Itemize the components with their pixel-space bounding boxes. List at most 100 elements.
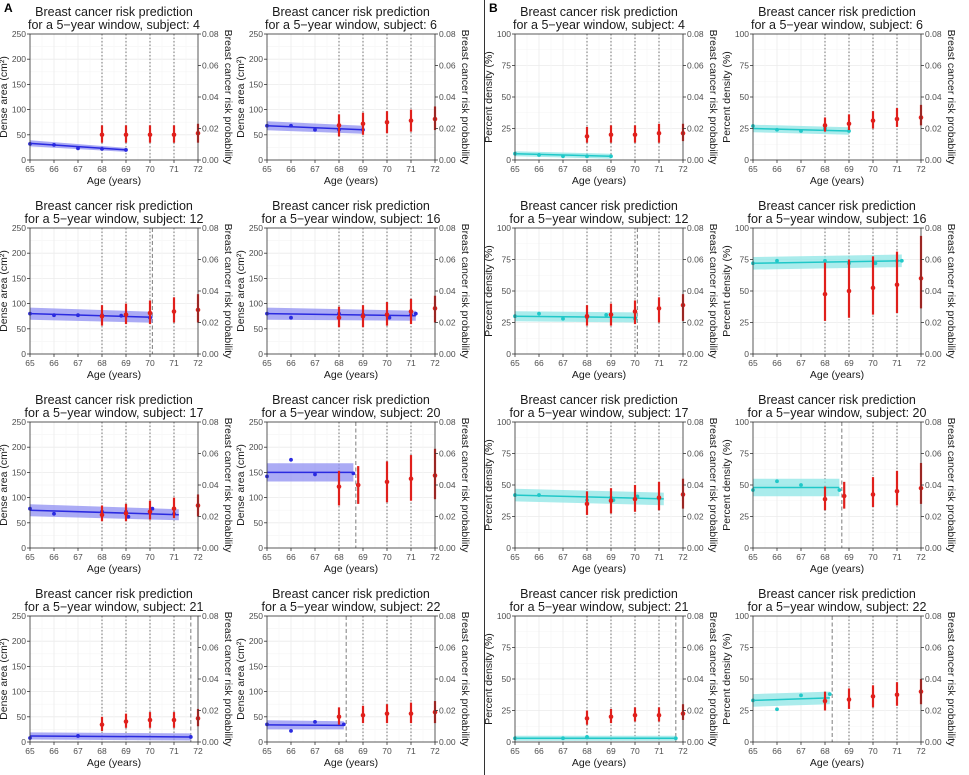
y2-tick-label: 0.04	[439, 674, 456, 684]
x-tick-label: 67	[73, 746, 83, 756]
observed-point	[775, 707, 779, 712]
x-tick-label: 71	[406, 164, 416, 174]
y-axis-label: Percent density (%)	[483, 439, 495, 531]
y2-axis-label: Breast cancer risk probability	[459, 224, 471, 360]
fitted-line	[514, 315, 638, 319]
fitted-line	[29, 509, 179, 516]
observed-point	[537, 153, 541, 157]
risk-point	[584, 313, 590, 319]
risk-point	[846, 697, 852, 702]
x-axis-label: Age (years)	[810, 175, 864, 187]
observed-point	[537, 493, 541, 497]
x-tick-label: 71	[169, 746, 179, 756]
y2-tick-label: 0.02	[439, 706, 456, 716]
chart-title-line-1: Breast cancer risk prediction	[520, 393, 678, 407]
x-tick-label: 68	[820, 552, 830, 562]
x-axis-label: Age (years)	[87, 563, 141, 575]
y-tick-label: 50	[254, 518, 264, 528]
x-tick-label: 67	[310, 358, 320, 368]
risk-point	[870, 118, 876, 123]
x-tick-label: 72	[193, 164, 203, 174]
y2-axis-label: Breast cancer risk probability	[459, 612, 471, 748]
x-tick-label: 67	[796, 746, 806, 756]
fitted-line	[29, 735, 191, 738]
y2-axis-label: Breast cancer risk probability	[945, 418, 957, 554]
y2-tick-label: 0.08	[687, 223, 704, 233]
y2-tick-label: 0.08	[925, 223, 942, 233]
risk-point	[870, 694, 876, 699]
y2-tick-label: 0.02	[687, 318, 704, 328]
y-tick-label: 150	[249, 467, 263, 477]
x-tick-label: 67	[796, 552, 806, 562]
y-tick-label: 100	[249, 299, 263, 309]
x-tick-label: 72	[193, 358, 203, 368]
chart-title-line-1: Breast cancer risk prediction	[35, 5, 193, 19]
x-tick-label: 65	[748, 552, 758, 562]
y2-tick-label: 0.08	[439, 611, 456, 621]
y2-tick-label: 0.02	[687, 124, 704, 134]
x-tick-label: 65	[25, 358, 35, 368]
risk-point	[408, 711, 414, 716]
x-tick-label: 68	[334, 358, 344, 368]
x-axis-label: Age (years)	[810, 757, 864, 769]
x-tick-label: 68	[820, 746, 830, 756]
x-tick-label: 65	[748, 746, 758, 756]
risk-point	[608, 714, 614, 720]
y2-axis-label: Breast cancer risk probability	[222, 418, 234, 554]
x-tick-label: 72	[430, 164, 440, 174]
observed-point	[604, 313, 609, 317]
x-tick-label: 69	[358, 746, 368, 756]
x-tick-label: 65	[262, 552, 272, 562]
risk-point	[608, 312, 614, 317]
y2-tick-label: 0.06	[202, 449, 219, 459]
y2-tick-label: 0.02	[925, 124, 942, 134]
y2-tick-label: 0.04	[439, 480, 456, 490]
chart-title-line-2: for a 5−year window, subject: 12	[510, 212, 689, 226]
observed-point	[609, 154, 613, 159]
y-tick-label: 100	[735, 611, 749, 621]
x-tick-label: 68	[334, 746, 344, 756]
x-tick-label: 69	[606, 358, 616, 368]
y2-axis-label: Breast cancer risk probability	[707, 224, 719, 360]
observed-point	[799, 483, 803, 487]
x-tick-label: 66	[534, 552, 544, 562]
fitted-line	[266, 724, 344, 727]
x-tick-label: 67	[558, 552, 568, 562]
x-tick-label: 65	[510, 552, 520, 562]
y2-tick-label: 0.06	[925, 643, 942, 653]
risk-point	[99, 313, 105, 319]
y2-tick-label: 0.04	[202, 674, 219, 684]
risk-point	[99, 512, 105, 518]
y-tick-label: 0	[506, 349, 511, 359]
panel-letter-a: A	[4, 1, 13, 15]
x-axis-label: Age (years)	[87, 369, 141, 381]
y2-tick-label: 0.08	[439, 223, 456, 233]
y2-tick-label: 0.06	[439, 643, 456, 653]
x-tick-label: 65	[510, 358, 520, 368]
chart-title-line-2: for a 5−year window, subject: 4	[513, 18, 685, 32]
y-tick-label: 75	[502, 61, 512, 71]
y-tick-label: 50	[17, 130, 27, 140]
x-tick-label: 65	[510, 746, 520, 756]
x-axis-label: Age (years)	[324, 175, 378, 187]
x-tick-label: 70	[630, 552, 640, 562]
y-tick-label: 0	[744, 155, 749, 165]
y2-tick-label: 0.00	[687, 737, 704, 747]
observed-point	[52, 142, 56, 147]
x-tick-label: 71	[169, 358, 179, 368]
y-tick-label: 100	[735, 223, 749, 233]
y2-axis-label: Breast cancer risk probability	[707, 418, 719, 554]
x-tick-label: 66	[49, 746, 59, 756]
y-axis-label: Percent density (%)	[721, 245, 733, 337]
y-tick-label: 50	[502, 674, 512, 684]
x-tick-label: 71	[892, 164, 902, 174]
y2-axis-label: Breast cancer risk probability	[945, 224, 957, 360]
y-tick-label: 100	[12, 299, 26, 309]
chart-title-line-1: Breast cancer risk prediction	[272, 393, 430, 407]
y-tick-label: 0	[21, 737, 26, 747]
y2-tick-label: 0.02	[202, 318, 219, 328]
x-tick-label: 69	[121, 746, 131, 756]
